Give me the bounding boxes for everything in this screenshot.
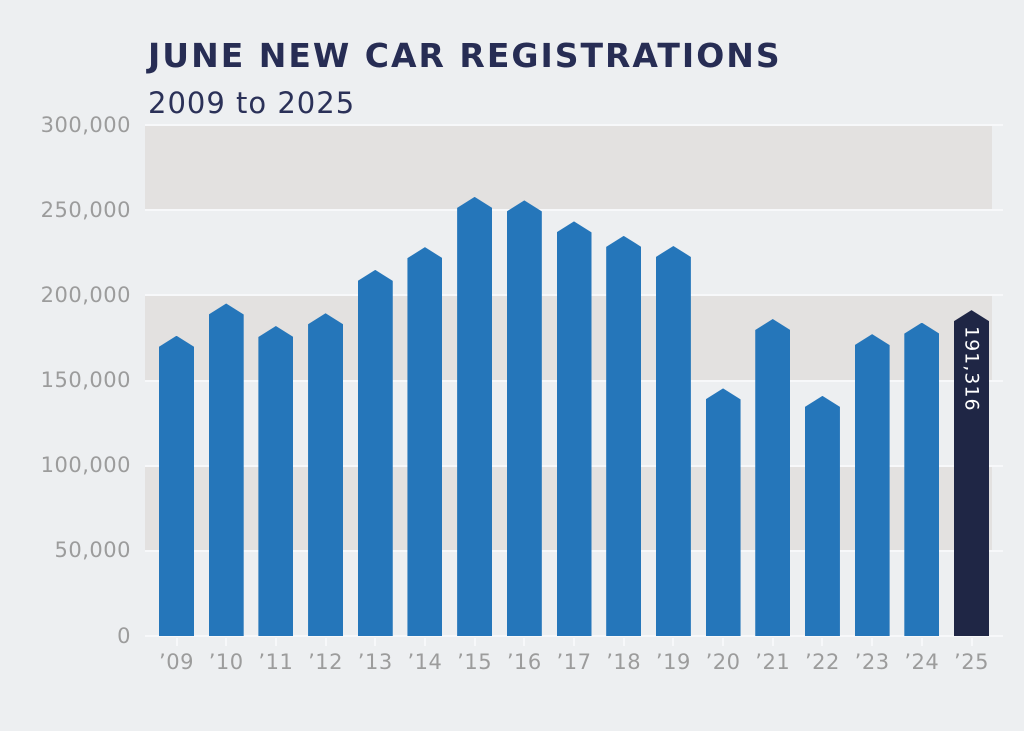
- x-axis-label: ’09: [159, 650, 194, 674]
- x-axis-tick: [523, 638, 526, 646]
- x-axis-label: ’17: [556, 650, 592, 674]
- x-axis-tick: [871, 638, 874, 646]
- grid-band: [145, 125, 992, 211]
- bar: [556, 221, 592, 636]
- bar: [357, 269, 393, 636]
- x-axis-label: ’16: [506, 650, 542, 674]
- bar: [159, 335, 194, 636]
- bar-column: ’20: [705, 125, 741, 673]
- x-axis-label: ’23: [854, 650, 890, 674]
- bar: [755, 318, 791, 636]
- x-axis-tick: [374, 638, 377, 646]
- x-axis-label: ’11: [258, 650, 294, 674]
- x-axis-label: ’24: [904, 650, 940, 674]
- bar: [655, 245, 691, 636]
- bar-column: ’11: [258, 125, 294, 673]
- bar: [407, 247, 443, 636]
- y-axis-label: 150,000: [40, 368, 131, 392]
- gridline: [145, 209, 1003, 212]
- y-axis-label: 100,000: [40, 453, 131, 478]
- bar-column: ’12: [308, 125, 344, 673]
- x-axis-label: ’15: [457, 650, 493, 674]
- bar-column: ’15: [457, 125, 493, 673]
- chart-subtitle: 2009 to 2025: [148, 86, 356, 121]
- x-axis-tick: [473, 638, 476, 646]
- y-axis-label: 250,000: [40, 197, 131, 222]
- x-axis-tick: [423, 638, 426, 646]
- bar-highlighted: 191,316: [954, 310, 989, 636]
- y-axis-label: 200,000: [40, 282, 131, 307]
- gridline: [145, 124, 1003, 126]
- x-axis-label: ’12: [308, 650, 344, 674]
- bar-column: ’09: [159, 125, 194, 673]
- bar-column: ’23: [854, 125, 890, 673]
- x-axis-tick: [970, 638, 973, 646]
- plot-area: 0 50,000 100,000 150,000 200,000 250,000 300,0…: [41, 114, 1003, 673]
- bar-value-label: 191,316: [960, 326, 983, 412]
- x-axis-label: ’22: [804, 650, 840, 674]
- bars-container: ’09 ’10 ’11 ’12 ’13 ’14 ’15 ’16 ’17 ’18 ’19 ’20 ’21 ’…: [159, 125, 989, 673]
- bar: [506, 200, 542, 636]
- bar: [705, 388, 741, 636]
- x-axis-tick: [821, 638, 824, 646]
- bar-column: ’16: [506, 125, 542, 673]
- x-axis-label: ’13: [357, 650, 393, 674]
- x-axis-tick: [573, 638, 575, 646]
- bar-column: ’19: [655, 125, 691, 673]
- bar-column: 191,316 ’25: [954, 125, 989, 673]
- y-axis-label: 300,000: [40, 112, 131, 137]
- bar: [606, 235, 642, 636]
- chart-title: JUNE NEW CAR REGISTRATIONS: [148, 36, 782, 76]
- x-axis-label: ’19: [655, 650, 691, 674]
- bar-column: ’18: [606, 125, 642, 673]
- x-axis-tick: [274, 638, 277, 646]
- bar: [208, 303, 244, 636]
- bar-column: ’22: [804, 125, 840, 673]
- x-axis-tick: [324, 638, 327, 646]
- y-axis-label: 0: [117, 623, 131, 648]
- x-axis-tick: [225, 638, 228, 646]
- x-axis-tick: [771, 638, 774, 646]
- x-axis-tick: [672, 638, 675, 646]
- gridline: [145, 635, 1003, 637]
- x-axis-label: ’20: [705, 650, 741, 674]
- bar-column: ’17: [556, 125, 592, 673]
- x-axis-tick: [722, 638, 725, 646]
- bar-column: ’10: [208, 125, 244, 673]
- x-axis-tick: [920, 638, 923, 646]
- x-axis-label: ’18: [606, 650, 642, 674]
- bar: [904, 322, 940, 636]
- bar-column: ’24: [904, 125, 940, 673]
- x-axis-label: ’10: [208, 650, 244, 674]
- bar: [308, 313, 344, 636]
- x-axis-label: ’25: [954, 650, 989, 674]
- bar-column: ’14: [407, 125, 443, 673]
- bar: [854, 334, 890, 636]
- x-axis-label: ’14: [407, 650, 443, 674]
- y-axis-label: 50,000: [54, 538, 131, 563]
- x-axis-tick: [622, 638, 625, 646]
- bar: [804, 395, 840, 636]
- bar: [457, 196, 493, 636]
- x-axis-label: ’21: [755, 650, 791, 674]
- bar-column: ’13: [357, 125, 393, 673]
- x-axis-tick: [175, 638, 178, 646]
- bar-column: ’21: [755, 125, 791, 673]
- bar: [258, 326, 294, 636]
